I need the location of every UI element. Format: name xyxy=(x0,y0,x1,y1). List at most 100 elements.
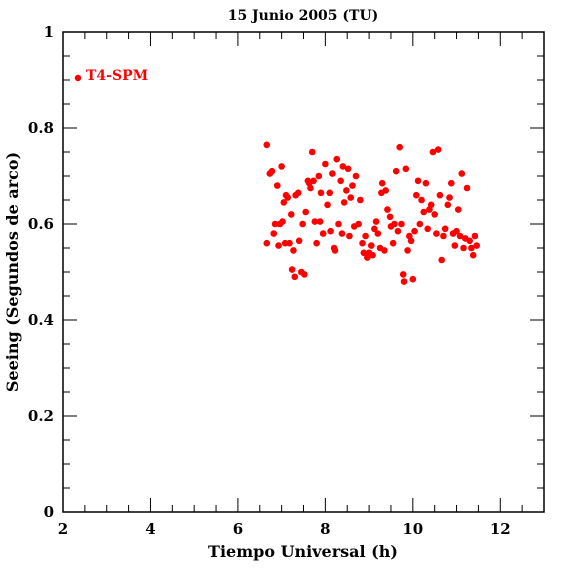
data-point xyxy=(268,167,276,175)
chart-title: 15 Junio 2005 (TU) xyxy=(228,8,379,24)
legend: T4-SPM xyxy=(74,68,148,84)
data-point xyxy=(360,249,368,257)
data-point xyxy=(451,242,459,249)
y-axis-title: Seeing (Segundos de arco) xyxy=(3,152,22,392)
data-point xyxy=(294,189,302,197)
data-point xyxy=(371,225,378,233)
x-tick-label: 6 xyxy=(233,520,243,538)
data-point xyxy=(357,196,364,204)
data-point xyxy=(270,230,278,237)
x-tick-label: 4 xyxy=(145,520,155,538)
data-point xyxy=(446,194,453,201)
data-point xyxy=(400,278,408,285)
y-tick-labels: 0 0.2 0.4 0.6 0.8 1 xyxy=(28,23,54,521)
data-point xyxy=(339,163,347,170)
data-point xyxy=(362,232,369,240)
data-point xyxy=(458,170,466,177)
data-point xyxy=(327,227,334,235)
data-point xyxy=(287,211,295,218)
data-point xyxy=(344,165,352,173)
data-point xyxy=(280,199,288,206)
data-point xyxy=(263,141,271,149)
data-point xyxy=(324,201,331,209)
data-point xyxy=(454,206,462,213)
x-axis-title: Tiempo Universal (h) xyxy=(208,542,398,561)
data-point xyxy=(326,189,334,197)
data-point xyxy=(391,220,398,228)
data-point xyxy=(335,220,342,228)
data-point xyxy=(402,165,410,173)
data-point xyxy=(469,251,477,259)
data-point xyxy=(338,230,346,237)
data-point xyxy=(302,208,309,216)
data-point xyxy=(409,275,417,283)
y-tick-label: 0.2 xyxy=(28,407,54,425)
data-point xyxy=(407,237,415,245)
data-point xyxy=(433,230,440,237)
data-point xyxy=(301,271,308,278)
y-tick-label: 0.6 xyxy=(28,215,54,233)
data-point xyxy=(331,247,339,254)
data-point xyxy=(394,227,402,235)
data-point xyxy=(424,225,431,233)
data-point xyxy=(263,239,271,247)
data-point xyxy=(473,242,480,249)
data-point xyxy=(438,256,445,264)
data-point xyxy=(416,220,424,228)
data-point xyxy=(290,247,297,254)
data-point xyxy=(381,247,388,254)
x-tick-label: 12 xyxy=(490,520,511,538)
data-point xyxy=(295,237,303,245)
data-point xyxy=(398,220,405,228)
data-point xyxy=(396,143,404,151)
data-point xyxy=(352,172,360,180)
legend-label: T4-SPM xyxy=(86,68,148,84)
data-point xyxy=(288,266,296,273)
data-point xyxy=(414,177,422,185)
data-point xyxy=(384,206,391,213)
data-point xyxy=(386,213,394,221)
x-tick-label: 8 xyxy=(320,520,330,538)
data-point xyxy=(279,218,286,225)
data-point xyxy=(322,160,329,168)
data-point xyxy=(392,167,400,175)
y-tick-label: 0.4 xyxy=(28,311,54,329)
data-point xyxy=(440,232,447,240)
data-point xyxy=(372,218,380,225)
data-point xyxy=(307,184,314,192)
data-point xyxy=(456,232,464,240)
data-point xyxy=(308,148,316,156)
data-point xyxy=(444,201,452,209)
data-point xyxy=(389,239,397,247)
data-point xyxy=(369,251,376,259)
data-point xyxy=(299,220,306,228)
data-point xyxy=(468,244,475,252)
data-point xyxy=(278,163,285,170)
data-point xyxy=(429,148,437,156)
data-point xyxy=(273,182,281,189)
data-point xyxy=(359,239,366,247)
data-point xyxy=(411,227,418,235)
data-point xyxy=(319,230,327,237)
data-point xyxy=(310,177,317,185)
data-point xyxy=(317,189,325,197)
data-point xyxy=(291,273,299,281)
data-point xyxy=(427,201,435,209)
data-point xyxy=(313,239,320,247)
data-point xyxy=(286,239,293,247)
data-point xyxy=(436,191,444,199)
x-tick-labels: 2 4 6 8 10 12 xyxy=(58,520,511,538)
data-point xyxy=(463,184,471,192)
data-point xyxy=(404,247,411,254)
legend-marker xyxy=(74,74,82,82)
data-point xyxy=(346,232,353,240)
data-point xyxy=(355,220,362,228)
data-points xyxy=(263,141,480,285)
data-point xyxy=(434,146,442,153)
data-point xyxy=(399,271,407,278)
data-point xyxy=(382,187,390,194)
data-point xyxy=(367,242,375,249)
y-tick-label: 1 xyxy=(44,23,54,41)
data-point xyxy=(441,225,449,233)
x-tick-label: 10 xyxy=(402,520,423,538)
